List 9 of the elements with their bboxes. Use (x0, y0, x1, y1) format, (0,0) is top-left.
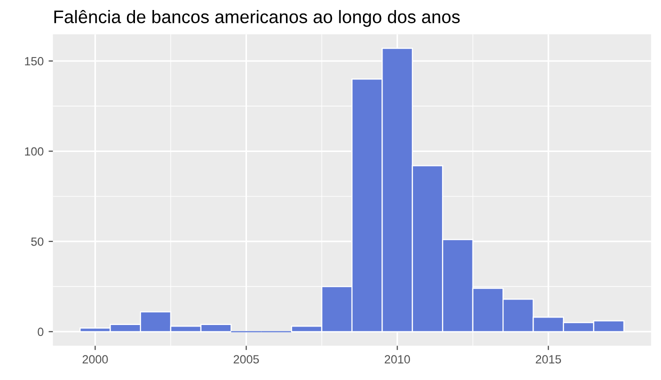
x-tick-label: 2010 (384, 355, 410, 364)
chart-title: Falência de bancos americanos ao longo dos anos (54, 10, 460, 27)
y-tick-label: 0 (38, 328, 44, 336)
x-tick-label: 2000 (82, 355, 108, 364)
y-tick-label: 50 (31, 237, 44, 246)
y-tick-label: 150 (25, 57, 44, 66)
x-tick-label: 2015 (536, 355, 561, 364)
y-tick-label: 100 (25, 147, 44, 156)
x-tick-label: 2005 (234, 355, 259, 364)
